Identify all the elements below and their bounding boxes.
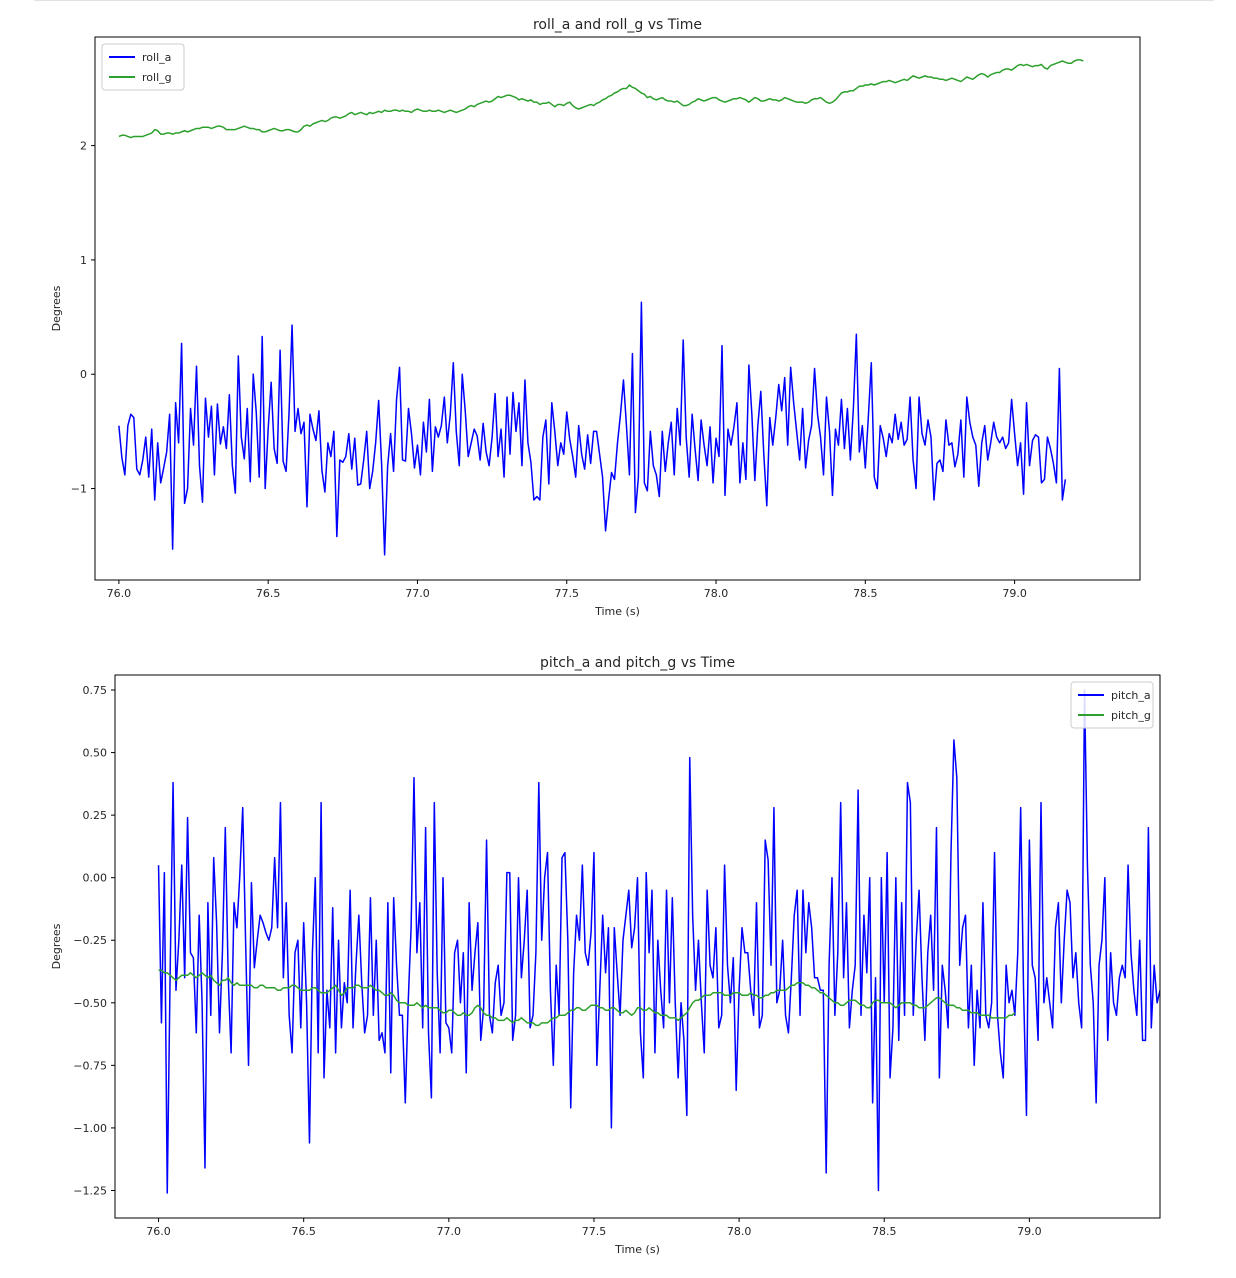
pitch-chart-y-tick-label: 0.25 — [83, 809, 108, 822]
roll-chart-axes-frame — [94, 36, 1141, 581]
roll-chart-series-roll-g-line — [118, 59, 1084, 139]
pitch-chart-y-tick-label: −1.00 — [73, 1122, 107, 1135]
pitch-chart-x-tick-label: 78.5 — [872, 1225, 897, 1238]
pitch-chart-x-tick-label: 76.0 — [146, 1225, 171, 1238]
pitch-chart-y-tick-label: 0.00 — [83, 872, 108, 885]
pitch-chart-x-tick-label: 76.5 — [291, 1225, 316, 1238]
roll-chart-legend-label-roll-g: roll_g — [142, 71, 172, 84]
roll-chart-x-axis-label: Time (s) — [594, 605, 640, 618]
roll-chart-x-tick-label: 76.5 — [256, 587, 281, 600]
roll-chart-y-axis-label: Degrees — [50, 285, 63, 331]
pitch-chart-y-axis-label: Degrees — [50, 923, 63, 969]
pitch-chart-y-tick-label: −0.75 — [73, 1059, 107, 1072]
roll-chart-legend-box — [101, 43, 185, 91]
pitch-chart-x-tick-label: 78.0 — [727, 1225, 752, 1238]
pitch-chart-y-tick-label: 0.75 — [83, 684, 108, 697]
pitch-chart-legend-box — [1070, 681, 1154, 729]
roll-chart-x-tick-label: 78.5 — [853, 587, 878, 600]
roll-chart-legend: roll_a roll_g — [101, 43, 185, 91]
roll-chart-x-tick-label: 77.5 — [554, 587, 579, 600]
pitch-chart-series-pitch-g-line — [158, 969, 1016, 1027]
roll-chart-x-tick-label: 77.0 — [405, 587, 430, 600]
pitch-chart-legend-label-pitch-g: pitch_g — [1111, 709, 1151, 722]
pitch-chart-y-tick-label: 0.50 — [83, 747, 108, 760]
top-divider-line — [34, 0, 1214, 1]
roll-chart-y-tick-label: 1 — [80, 254, 87, 267]
roll-chart-y-tick-label: −1 — [71, 483, 87, 496]
pitch-chart-x-axis-label: Time (s) — [614, 1243, 660, 1256]
pitch-chart-title: pitch_a and pitch_g vs Time — [540, 655, 735, 671]
pitch-chart-y-tick-label: −0.50 — [73, 997, 107, 1010]
pitch-chart-x-tick-label: 77.0 — [437, 1225, 462, 1238]
roll-chart: 76.0 76.5 77.0 77.5 78.0 78.5 79.0 −1 0 1 2 roll_a … — [50, 17, 1141, 618]
pitch-chart-y-tick-label: −1.25 — [73, 1184, 107, 1197]
pitch-chart-legend-label-pitch-a: pitch_a — [1111, 689, 1151, 702]
roll-chart-x-tick-label: 79.0 — [1002, 587, 1027, 600]
roll-chart-y-tick-label: 2 — [80, 140, 87, 153]
pitch-chart: 76.0 76.5 77.0 77.5 78.0 78.5 79.0 −1.25 −1.00 −0… — [50, 655, 1161, 1256]
pitch-chart-series-pitch-a-line — [157, 689, 1160, 1194]
pitch-chart-y-tick-label: −0.25 — [73, 934, 107, 947]
pitch-chart-legend: pitch_a pitch_g — [1070, 681, 1154, 729]
roll-chart-title: roll_a and roll_g vs Time — [533, 17, 702, 33]
roll-chart-x-tick-label: 78.0 — [704, 587, 729, 600]
roll-chart-y-tick-label: 0 — [80, 368, 87, 381]
roll-chart-series-roll-a-line — [118, 301, 1067, 556]
roll-chart-x-tick-label: 76.0 — [107, 587, 132, 600]
pitch-chart-axes-frame — [114, 674, 1161, 1219]
pitch-chart-x-tick-label: 77.5 — [582, 1225, 607, 1238]
pitch-chart-x-tick-label: 79.0 — [1017, 1225, 1042, 1238]
roll-chart-legend-label-roll-a: roll_a — [142, 51, 171, 64]
